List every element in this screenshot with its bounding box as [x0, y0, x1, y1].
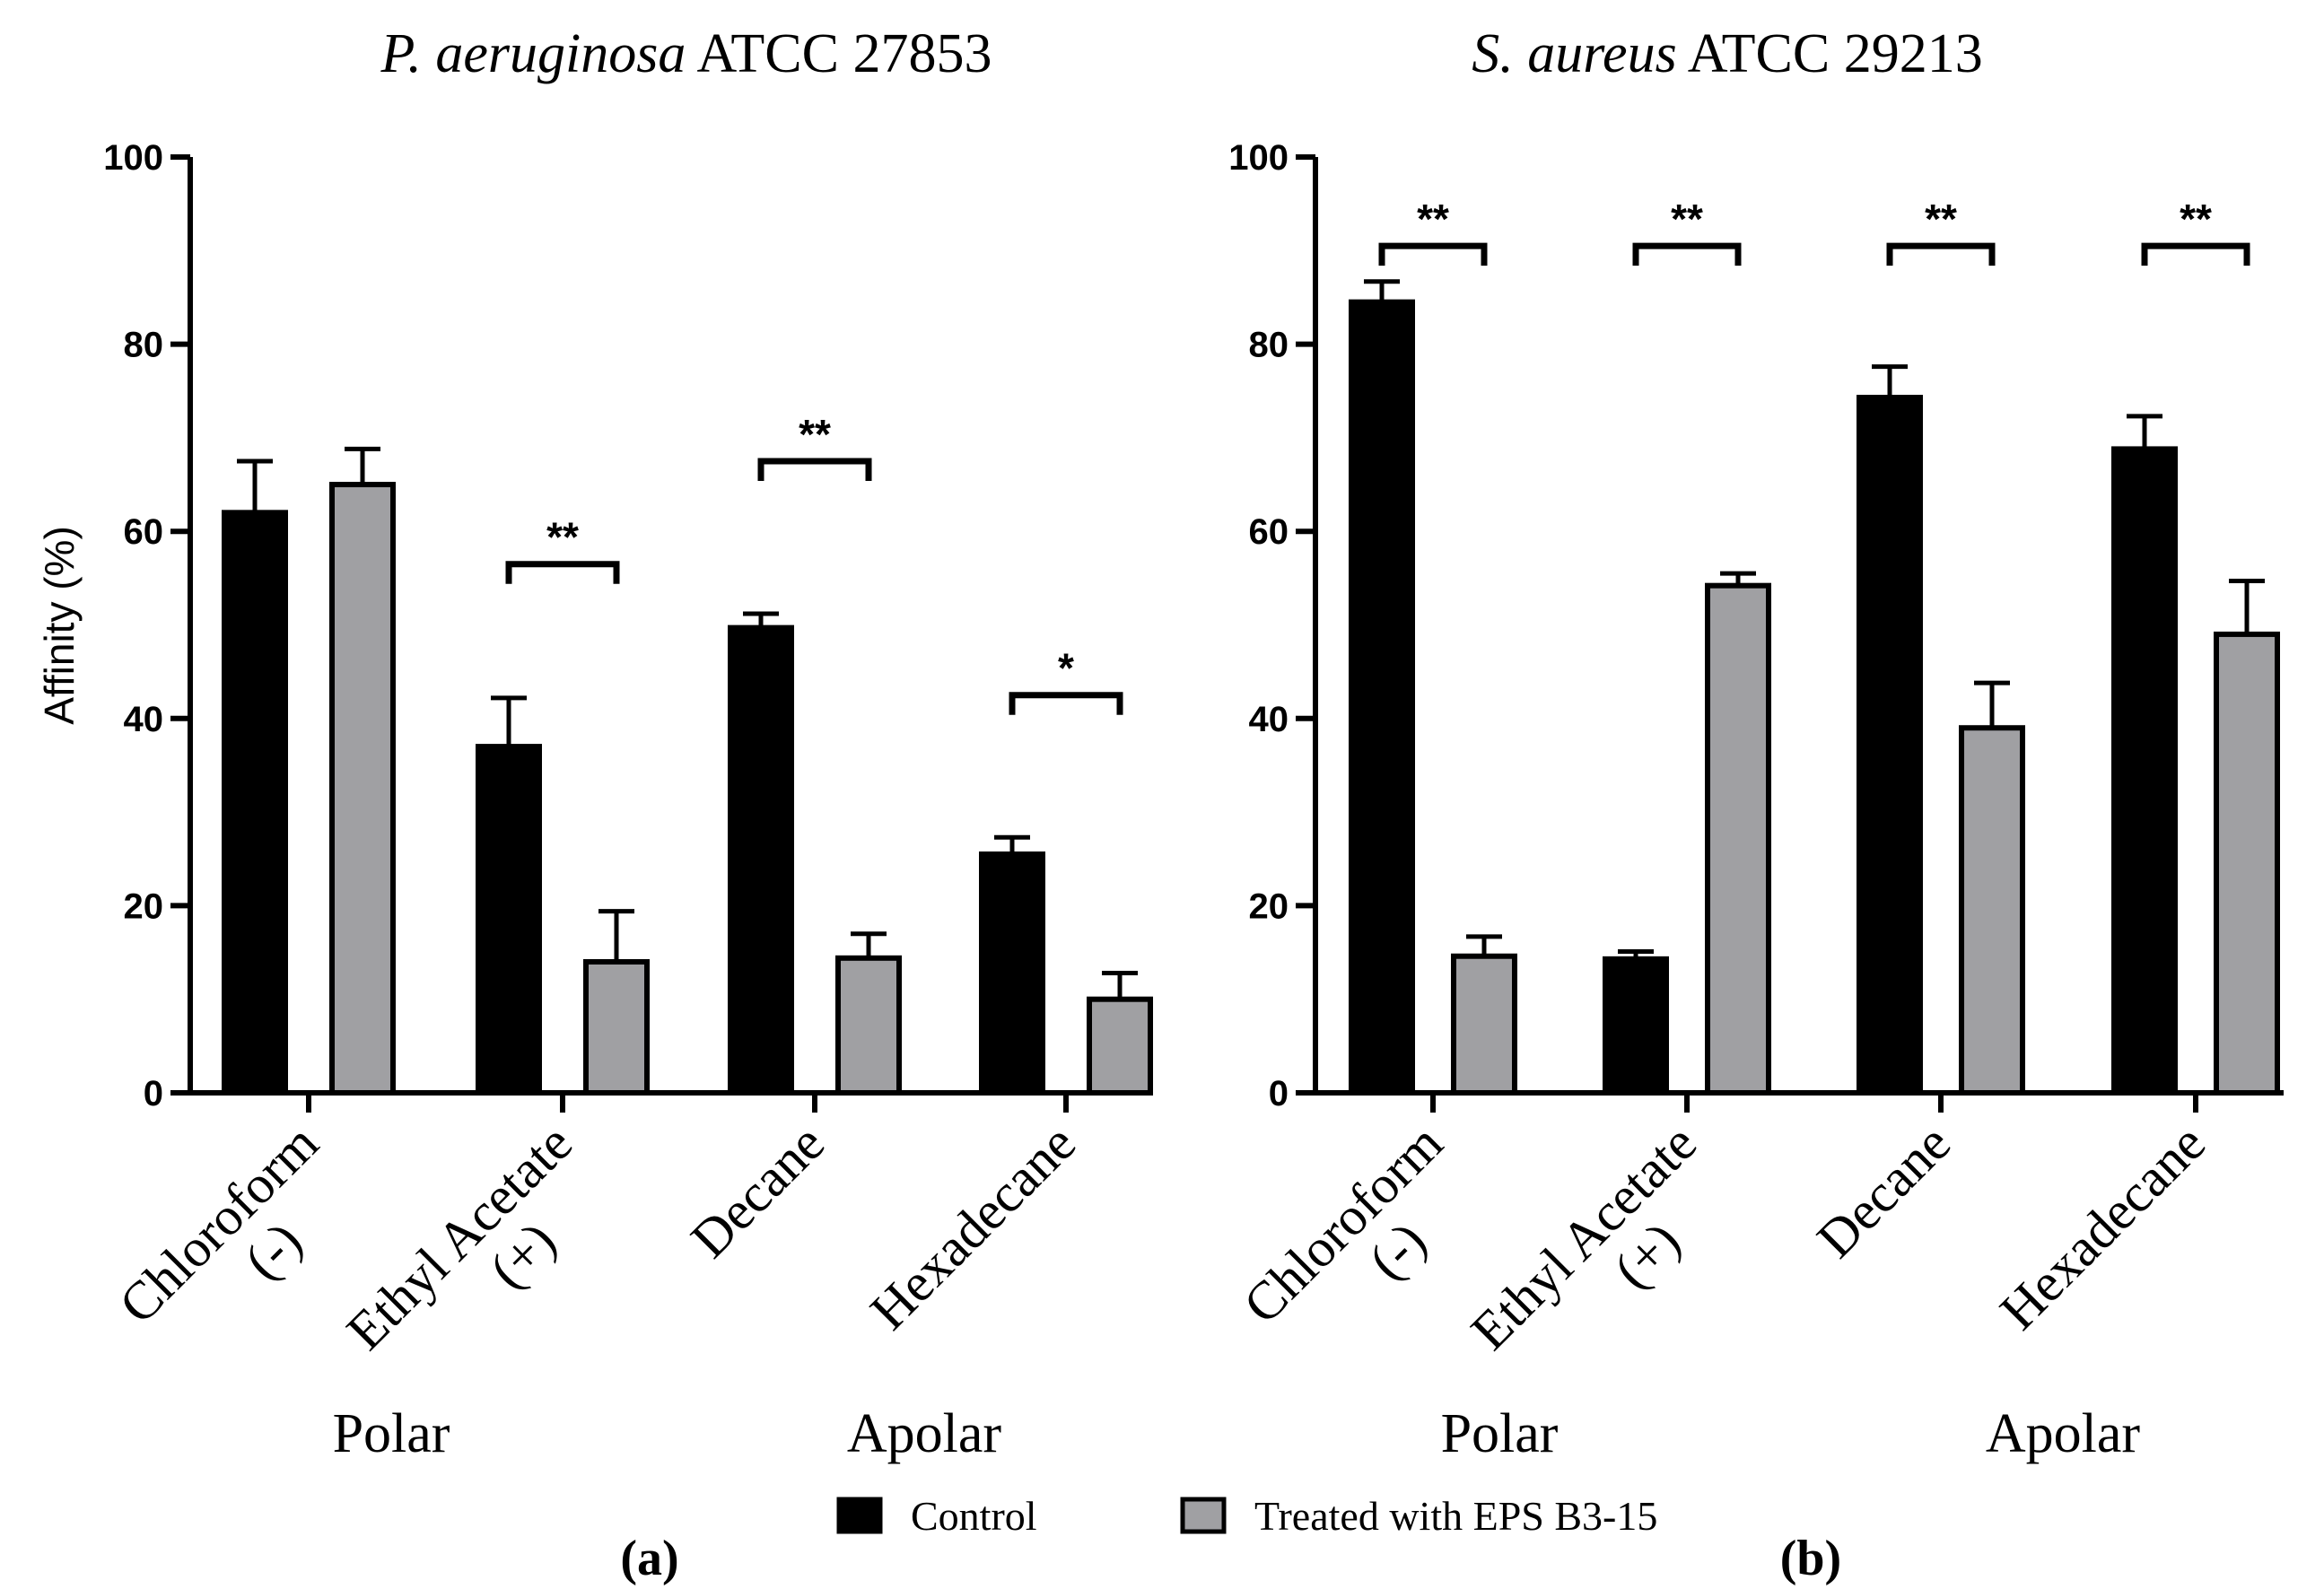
chart-title-strain: ATCC 29213 — [1677, 23, 1983, 84]
significance-marker: ** — [799, 411, 831, 458]
bar-control — [2111, 446, 2178, 1096]
significance-bracket — [505, 561, 620, 584]
bar-control — [1857, 395, 1923, 1096]
significance-bracket — [757, 458, 872, 481]
bar-control — [476, 744, 542, 1096]
bar-treated — [583, 958, 650, 1096]
bar-treated — [1959, 725, 2025, 1096]
category-label: Hexadecane — [1988, 1113, 2216, 1341]
category-label-line1: Hexadecane — [1988, 1113, 2216, 1341]
category-label: Ethyl Acetate(+) — [336, 1113, 625, 1402]
significance-bracket — [1632, 242, 1742, 266]
panel-b-chart: S. aureus ATCC 29213 0 20 40 60 80 100 Chlorofo… — [1228, 23, 2284, 1464]
significance-bracket — [1009, 692, 1123, 715]
y-tick-label: 0 — [144, 1074, 163, 1113]
panel-label-a: (a) — [620, 1531, 678, 1586]
group-label: Polar — [1441, 1403, 1559, 1464]
y-tick-label: 20 — [124, 886, 164, 926]
y-tick-label: 60 — [124, 512, 164, 552]
y-tick-label: 80 — [124, 326, 164, 365]
y-tick-label: 100 — [103, 138, 163, 178]
group-label: Apolar — [847, 1403, 1002, 1464]
category-label-line1: Decane — [679, 1113, 835, 1270]
category-label-line1: Chloroform — [108, 1113, 329, 1335]
chart-title: P. aeruginosa ATCC 27853 — [380, 23, 992, 84]
y-tick-label: 100 — [1228, 138, 1289, 178]
bar-control — [728, 624, 794, 1096]
category-label: Decane — [1805, 1113, 1961, 1270]
legend-swatch-treated — [1180, 1497, 1227, 1534]
chart-title-species: P. aeruginosa — [380, 23, 686, 84]
bar-control — [222, 510, 288, 1096]
bar-control — [1603, 956, 1669, 1096]
significance-marker: ** — [546, 514, 579, 561]
y-tick-label: 60 — [1249, 512, 1289, 552]
y-tick-label: 20 — [1249, 886, 1289, 926]
category-label-line1: Hexadecane — [859, 1113, 1087, 1341]
y-axis-label: Affinity (%) — [36, 526, 83, 725]
category-label: Chloroform(-) — [108, 1113, 370, 1375]
legend-label-control: Control — [911, 1493, 1037, 1539]
category-label-line1: Decane — [1805, 1113, 1961, 1270]
legend-swatch-control — [836, 1497, 883, 1534]
bar-control — [1349, 299, 1415, 1096]
significance-marker: ** — [2180, 196, 2212, 242]
category-label-line1: Chloroform — [1232, 1113, 1454, 1335]
chart-title: S. aureus ATCC 29213 — [1472, 23, 1983, 84]
significance-marker: * — [1058, 645, 1074, 692]
bar-treated — [1451, 953, 1517, 1096]
legend: Control Treated with EPS B3-15 — [836, 1493, 1657, 1539]
bar-treated — [2214, 631, 2280, 1096]
y-tick-label: 0 — [1269, 1074, 1289, 1113]
group-label: Polar — [333, 1403, 450, 1464]
significance-marker: ** — [1417, 196, 1449, 242]
bar-treated — [329, 482, 396, 1096]
significance-marker: ** — [1925, 196, 1957, 242]
significance-bracket — [1886, 242, 1996, 266]
bar-treated — [1087, 996, 1153, 1096]
bar-treated — [1705, 582, 1771, 1096]
y-tick-label: 80 — [1249, 326, 1289, 365]
significance-marker: ** — [1671, 196, 1703, 242]
y-tick-label: 40 — [124, 700, 164, 739]
category-label: Ethyl Acetate(+) — [1460, 1113, 1749, 1402]
chart-title-species: S. aureus — [1472, 23, 1676, 84]
group-label: Apolar — [1986, 1403, 2141, 1464]
legend-label-treated: Treated with EPS B3-15 — [1254, 1493, 1657, 1539]
category-label: Chloroform(-) — [1232, 1113, 1494, 1375]
y-tick-label: 40 — [1249, 700, 1289, 739]
category-label: Decane — [679, 1113, 835, 1270]
chart-title-strain: ATCC 27853 — [686, 23, 992, 84]
bar-treated — [835, 955, 902, 1096]
panel-a-chart: P. aeruginosa ATCC 27853 0 20 40 60 80 100 Affi… — [36, 23, 1153, 1464]
significance-bracket — [1378, 242, 1488, 266]
panel-label-b: (b) — [1780, 1531, 1841, 1586]
significance-bracket — [2141, 242, 2250, 266]
category-label: Hexadecane — [859, 1113, 1087, 1341]
bar-control — [979, 851, 1045, 1096]
